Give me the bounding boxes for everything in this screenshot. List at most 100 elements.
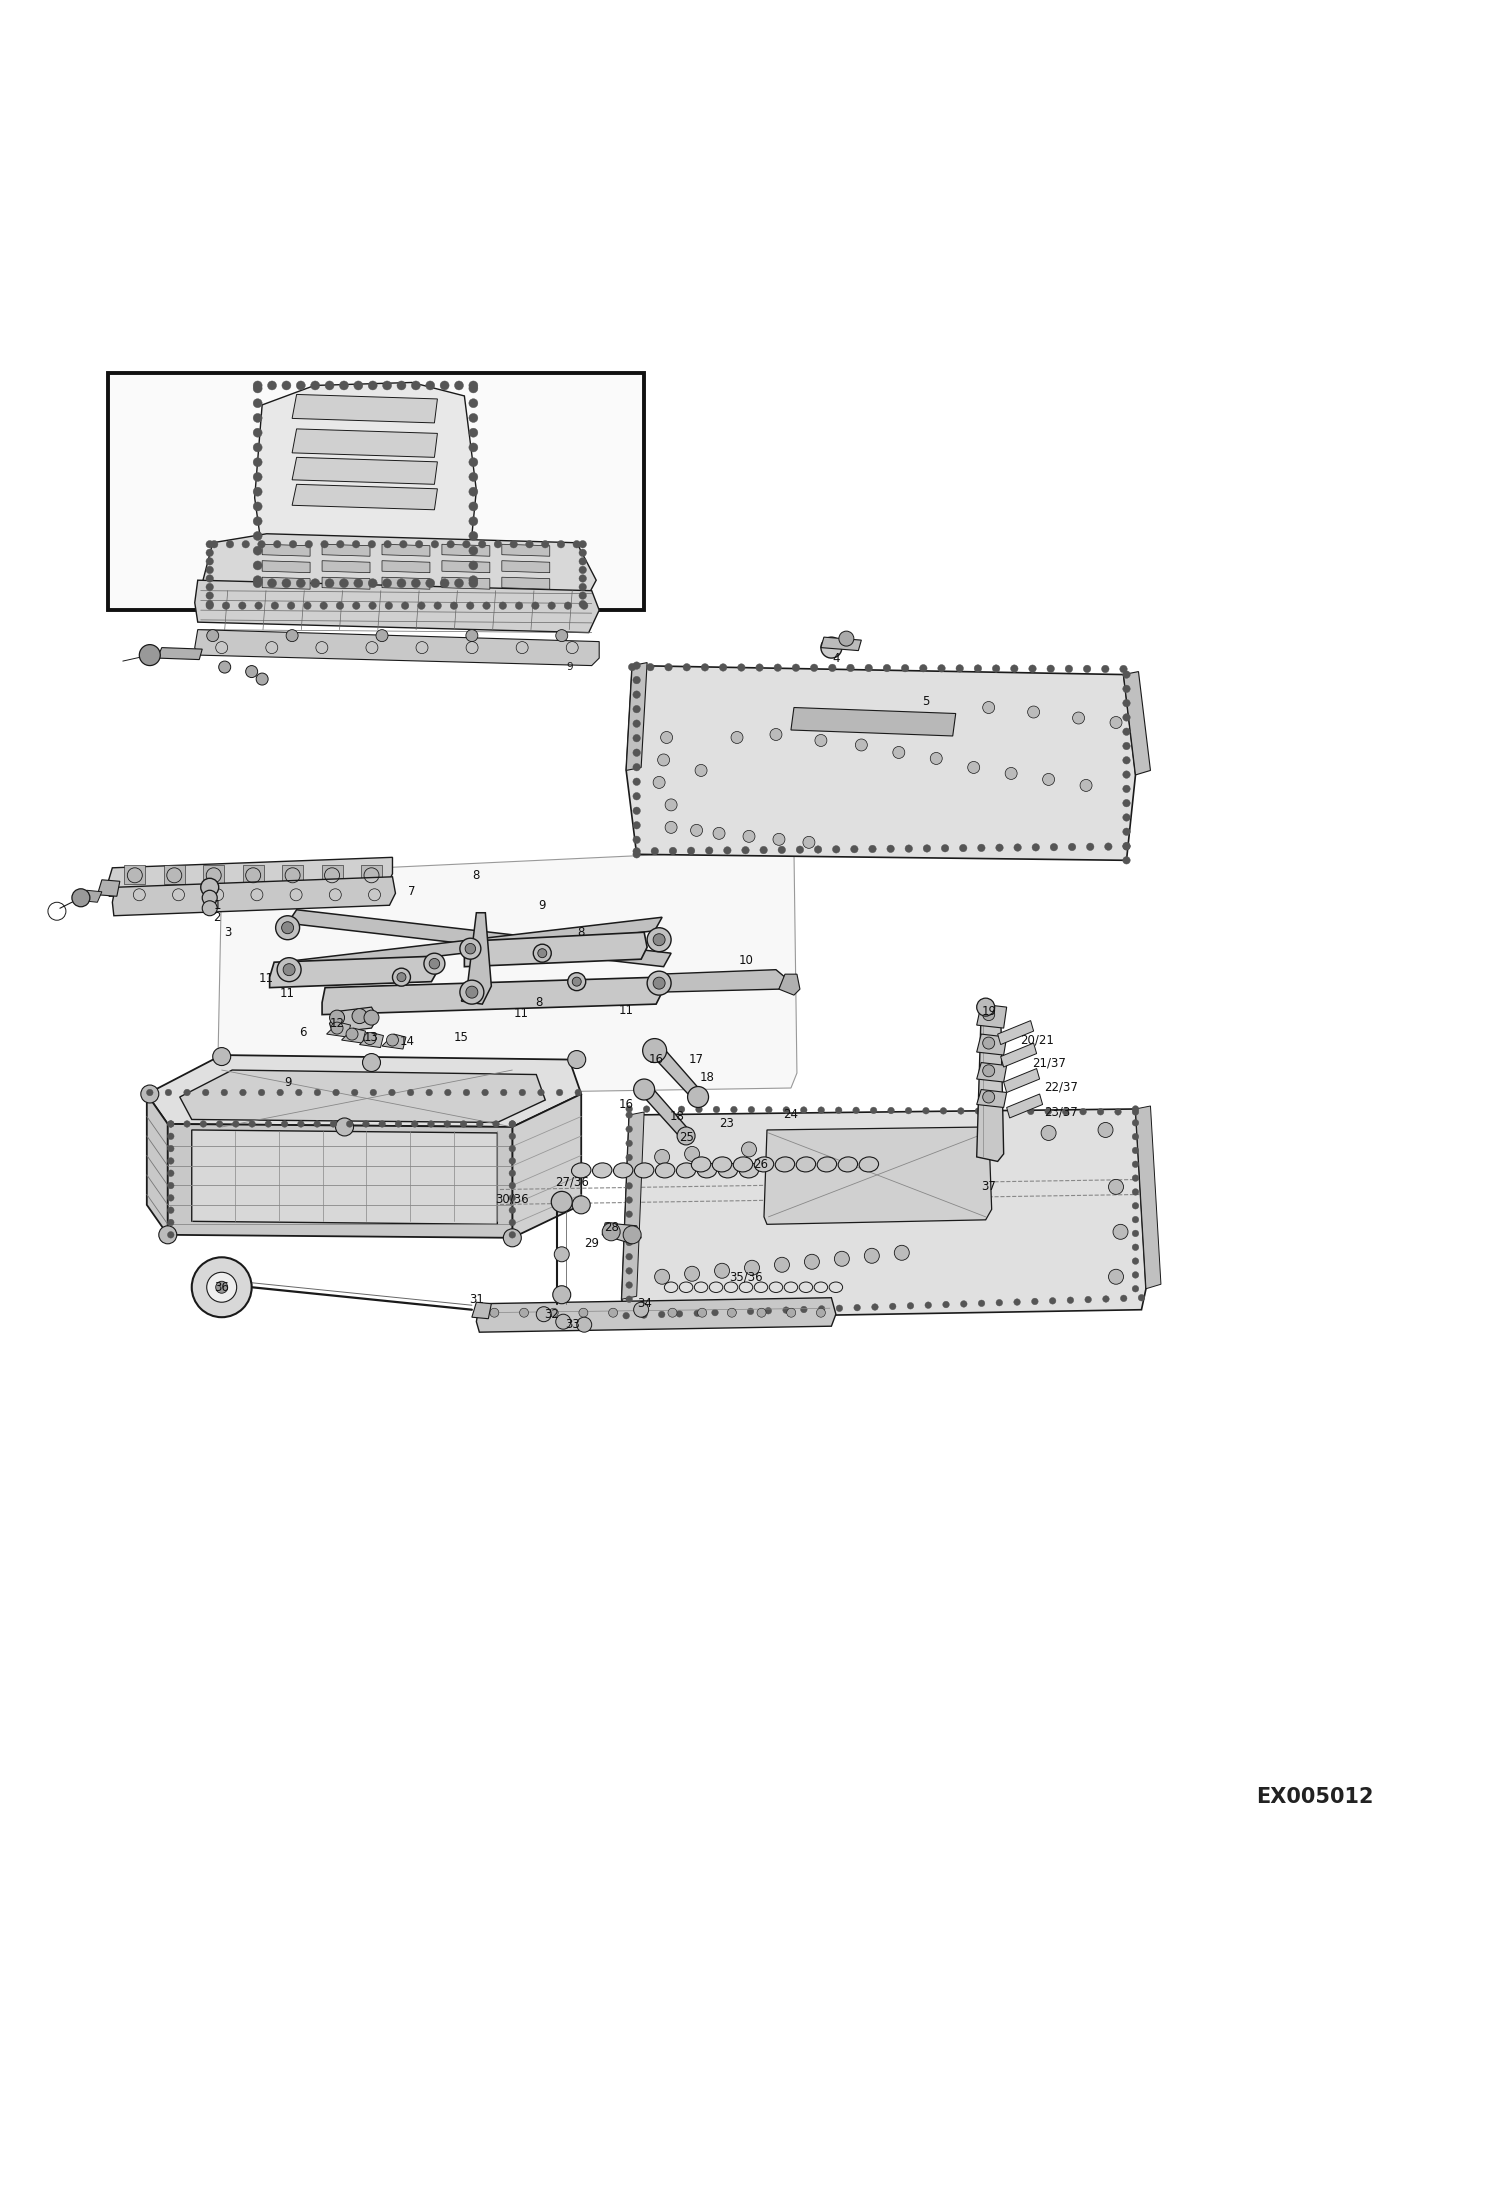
- Circle shape: [207, 575, 214, 581]
- Circle shape: [490, 1308, 499, 1316]
- Text: 2: 2: [213, 911, 222, 924]
- Circle shape: [201, 1121, 207, 1128]
- Circle shape: [346, 1029, 358, 1040]
- Circle shape: [400, 540, 407, 548]
- Circle shape: [282, 1121, 288, 1128]
- Circle shape: [924, 1301, 932, 1308]
- Circle shape: [476, 1121, 482, 1128]
- Circle shape: [1109, 1270, 1124, 1283]
- Text: 16: 16: [649, 1053, 664, 1066]
- Circle shape: [983, 1038, 995, 1049]
- Circle shape: [668, 1308, 677, 1316]
- Circle shape: [428, 959, 440, 970]
- Circle shape: [337, 540, 345, 548]
- Circle shape: [665, 799, 677, 812]
- Circle shape: [532, 601, 539, 610]
- Polygon shape: [285, 917, 662, 974]
- Text: 16: 16: [619, 1097, 634, 1110]
- Polygon shape: [82, 891, 102, 902]
- Circle shape: [1124, 814, 1129, 821]
- Circle shape: [428, 1121, 434, 1128]
- Circle shape: [445, 1088, 451, 1095]
- Text: 20/21: 20/21: [1020, 1033, 1053, 1047]
- Circle shape: [469, 579, 478, 588]
- Circle shape: [742, 1141, 756, 1156]
- Circle shape: [694, 1310, 701, 1316]
- Circle shape: [643, 1038, 667, 1062]
- Text: 9: 9: [566, 663, 572, 671]
- Circle shape: [469, 562, 478, 570]
- Circle shape: [1121, 1294, 1126, 1301]
- Circle shape: [1010, 1108, 1017, 1115]
- Circle shape: [833, 845, 840, 853]
- Circle shape: [701, 663, 709, 671]
- Circle shape: [1132, 1273, 1138, 1279]
- Polygon shape: [168, 1123, 512, 1237]
- Circle shape: [1032, 842, 1040, 851]
- Text: 7: 7: [407, 884, 416, 897]
- Circle shape: [748, 1308, 753, 1314]
- Ellipse shape: [797, 1156, 815, 1172]
- Circle shape: [412, 1121, 418, 1128]
- Circle shape: [306, 540, 313, 548]
- Circle shape: [797, 847, 803, 853]
- Circle shape: [407, 1088, 413, 1095]
- Circle shape: [956, 665, 963, 671]
- Circle shape: [256, 674, 268, 685]
- Circle shape: [578, 592, 586, 599]
- Circle shape: [1097, 1108, 1104, 1115]
- Text: 31: 31: [469, 1292, 484, 1305]
- Circle shape: [1121, 665, 1126, 674]
- Circle shape: [258, 1088, 265, 1095]
- Circle shape: [363, 1121, 369, 1128]
- Circle shape: [1132, 1244, 1138, 1251]
- Circle shape: [207, 601, 214, 610]
- Circle shape: [207, 592, 214, 599]
- Text: 36: 36: [214, 1281, 229, 1294]
- Circle shape: [846, 665, 854, 671]
- Polygon shape: [977, 1009, 1004, 1161]
- Polygon shape: [791, 706, 956, 735]
- Circle shape: [207, 540, 214, 548]
- Circle shape: [268, 382, 277, 391]
- Circle shape: [434, 601, 442, 610]
- Circle shape: [1124, 757, 1129, 764]
- Circle shape: [192, 1257, 252, 1316]
- Circle shape: [168, 1158, 174, 1165]
- Circle shape: [818, 1305, 825, 1312]
- Circle shape: [469, 399, 478, 408]
- Circle shape: [1086, 842, 1094, 851]
- Circle shape: [653, 976, 665, 989]
- Text: 10: 10: [739, 954, 753, 968]
- Circle shape: [996, 845, 1004, 851]
- Circle shape: [773, 834, 785, 845]
- Circle shape: [1124, 742, 1129, 750]
- Circle shape: [325, 382, 334, 391]
- Circle shape: [469, 459, 478, 467]
- Polygon shape: [382, 544, 430, 557]
- Circle shape: [469, 531, 478, 540]
- Circle shape: [533, 943, 551, 963]
- Circle shape: [354, 382, 363, 391]
- Circle shape: [894, 1246, 909, 1259]
- Circle shape: [765, 1106, 771, 1112]
- Circle shape: [466, 985, 478, 998]
- Circle shape: [207, 630, 219, 641]
- Ellipse shape: [572, 1163, 590, 1178]
- Circle shape: [1098, 1123, 1113, 1136]
- Circle shape: [890, 1303, 896, 1310]
- Text: 9: 9: [538, 900, 547, 913]
- Circle shape: [632, 792, 641, 801]
- Polygon shape: [622, 1108, 1146, 1319]
- Circle shape: [713, 827, 725, 840]
- Circle shape: [258, 540, 265, 548]
- Circle shape: [297, 382, 306, 391]
- Circle shape: [643, 1106, 650, 1112]
- Circle shape: [800, 1106, 807, 1112]
- Circle shape: [253, 459, 262, 467]
- Circle shape: [578, 1308, 587, 1316]
- Circle shape: [469, 518, 478, 527]
- Circle shape: [425, 579, 434, 588]
- Circle shape: [884, 665, 891, 671]
- Circle shape: [219, 660, 231, 674]
